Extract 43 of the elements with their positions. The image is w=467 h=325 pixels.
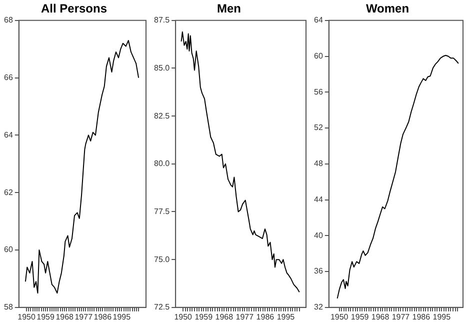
x-tick-label: 1986 <box>412 312 431 322</box>
y-tick-label: 52 <box>314 123 324 132</box>
x-tick-label: 1950 <box>174 312 193 322</box>
x-tick-label: 1959 <box>36 312 55 322</box>
x-tick-label: 1968 <box>371 312 390 322</box>
x-tick-label: 1959 <box>194 312 214 322</box>
y-tick-label: 62 <box>4 188 14 197</box>
x-tick-label: 1950 <box>330 312 349 322</box>
x-tick-label: 1968 <box>215 312 234 322</box>
y-tick-label: 60 <box>314 51 324 60</box>
y-tick-label: 64 <box>314 16 324 25</box>
x-tick-label: 1968 <box>56 312 74 322</box>
x-tick-label: 1977 <box>74 312 94 322</box>
chart-title: Women <box>366 2 410 16</box>
y-tick-label: 36 <box>314 266 324 276</box>
y-tick-label: 48 <box>314 159 324 168</box>
y-tick-label: 40 <box>314 230 324 240</box>
y-tick-label: 66 <box>4 73 14 82</box>
x-tick-label: 1950 <box>18 312 36 322</box>
x-tick-label: 1995 <box>276 312 296 322</box>
y-tick-label: 64 <box>4 130 14 140</box>
x-tick-label: 1986 <box>256 312 275 322</box>
y-tick-label: 82.5 <box>154 111 170 120</box>
x-tick-label: 1977 <box>392 312 410 322</box>
y-tick-label: 60 <box>4 245 14 254</box>
chart-title: All Persons <box>40 2 108 16</box>
x-tick-label: 1995 <box>112 312 132 322</box>
y-tick-label: 87.5 <box>154 16 170 25</box>
y-tick-label: 75.0 <box>154 254 170 264</box>
x-tick-label: 1995 <box>432 312 452 322</box>
y-tick-label: 56 <box>314 87 324 96</box>
y-tick-label: 58 <box>4 302 14 312</box>
y-tick-label: 44 <box>314 194 324 204</box>
x-tick-label: 1977 <box>236 312 254 322</box>
x-tick-label: 1986 <box>94 312 112 322</box>
x-tick-label: 1959 <box>350 312 370 322</box>
y-tick-label: 68 <box>4 16 14 25</box>
y-tick-label: 72.5 <box>154 302 170 312</box>
y-tick-label: 85.0 <box>154 63 170 72</box>
y-tick-label: 80.0 <box>154 159 170 168</box>
chart-title: Men <box>217 2 241 16</box>
y-tick-label: 32 <box>314 302 324 312</box>
y-tick-label: 77.5 <box>154 206 170 216</box>
